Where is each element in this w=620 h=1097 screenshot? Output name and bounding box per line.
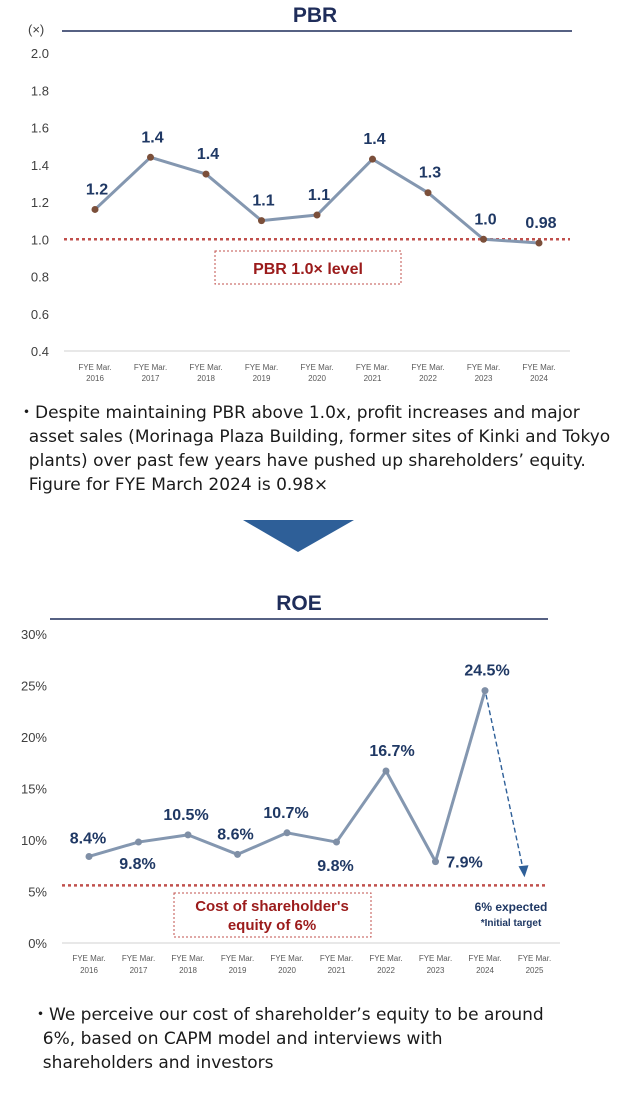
pbr-y-tick: 1.2 (31, 195, 49, 210)
roe-point (382, 767, 390, 775)
pbr-title: PBR (293, 4, 337, 27)
pbr-reference-box (214, 250, 402, 285)
roe-data-label: 10.7% (263, 805, 308, 822)
pbr-note-line-3: plants) over past few years have pushed … (18, 451, 586, 471)
roe-x-tick: FYE Mar. 2022 (369, 954, 402, 975)
roe-x-tick: FYE Mar. 2017 (122, 954, 155, 975)
roe-data-label: 8.6% (217, 826, 253, 843)
roe-title: ROE (276, 592, 322, 615)
pbr-y-tick: 0.4 (31, 344, 49, 359)
pbr-data-label: 0.98 (525, 215, 556, 232)
roe-x-tick: FYE Mar. 2020 (270, 954, 303, 975)
pbr-y-tick: 2.0 (31, 46, 49, 61)
pbr-reference-label: PBR 1.0× level (253, 261, 363, 278)
roe-y-tick: 15% (21, 782, 47, 797)
pbr-y-tick: 1.8 (31, 83, 49, 98)
pbr-y-tick: 1.0 (31, 232, 49, 247)
pbr-point (480, 235, 487, 243)
pbr-point (147, 153, 154, 161)
roe-projection-label: 6% expected (475, 900, 548, 914)
roe-data-label: 24.5% (464, 663, 509, 680)
roe-point (85, 852, 93, 860)
roe-y-tick: 25% (21, 679, 47, 694)
roe-y-tick: 0% (28, 936, 47, 951)
pbr-data-label: 1.3 (419, 165, 441, 182)
roe-y-tick: 30% (21, 627, 47, 642)
roe-data-label: 9.8% (317, 858, 353, 875)
pbr-note-line-1: ・Despite maintaining PBR above 1.0x, pro… (18, 403, 580, 423)
roe-data-label: 7.9% (446, 855, 482, 872)
roe-reference-label: Cost of shareholder's equity of 6% (195, 898, 349, 934)
roe-y-tick: 10% (21, 833, 47, 848)
roe-data-label: 9.8% (119, 856, 155, 873)
pbr-x-tick: FYE Mar. 2020 (300, 363, 333, 383)
pbr-x-tick: FYE Mar. 2021 (356, 363, 389, 383)
roe-projection-sublabel: *Initial target (481, 918, 542, 929)
roe-y-tick: 5% (28, 885, 47, 900)
roe-x-tick: FYE Mar. 2025 (518, 954, 551, 975)
roe-data-label: 16.7% (369, 743, 414, 760)
pbr-point (202, 170, 210, 178)
roe-projection-line (485, 694, 525, 872)
pbr-x-tick: FYE Mar. 2017 (134, 363, 167, 383)
pbr-x-tick: FYE Mar. 2024 (522, 363, 555, 383)
roe-x-tick: FYE Mar. 2016 (72, 954, 105, 975)
pbr-point (91, 205, 99, 213)
down-arrow-icon (243, 520, 354, 552)
roe-point (432, 858, 439, 866)
pbr-y-tick: 1.6 (31, 121, 49, 136)
pbr-x-tick: FYE Mar. 2019 (245, 363, 278, 383)
pbr-data-label: 1.1 (308, 187, 330, 204)
roe-x-tick: FYE Mar. 2024 (468, 954, 501, 975)
pbr-x-tick: FYE Mar. 2022 (411, 363, 444, 383)
pbr-note: ・Despite maintaining PBR above 1.0x, pro… (18, 401, 618, 497)
pbr-y-tick: 0.8 (31, 270, 49, 285)
pbr-note-line-4: Figure for FYE March 2024 is 0.98× (18, 475, 329, 495)
roe-reference-box (173, 892, 372, 938)
roe-data-label: 8.4% (70, 830, 106, 847)
roe-data-label: 10.5% (163, 807, 208, 824)
pbr-data-label: 1.4 (197, 146, 219, 163)
roe-y-tick: 20% (21, 730, 47, 745)
roe-point (333, 838, 340, 846)
pbr-y-tick: 0.6 (31, 307, 49, 322)
pbr-point (313, 211, 321, 219)
roe-note: ・We perceive our cost of shareholder’s e… (32, 1003, 592, 1075)
pbr-point (535, 239, 543, 247)
roe-point (135, 838, 142, 846)
roe-note-line-3: shareholders and investors (32, 1053, 274, 1073)
roe-x-tick: FYE Mar. 2018 (171, 954, 204, 975)
pbr-data-label: 1.4 (363, 131, 385, 148)
pbr-y-unit: (×) (28, 22, 44, 37)
pbr-point (258, 217, 265, 225)
roe-x-tick: FYE Mar. 2019 (221, 954, 254, 975)
roe-point (184, 831, 192, 839)
pbr-data-label: 1.2 (86, 181, 108, 198)
roe-point (481, 687, 489, 695)
roe-x-tick: FYE Mar. 2023 (419, 954, 452, 975)
roe-point (234, 850, 241, 858)
pbr-point (424, 189, 432, 197)
pbr-x-tick: FYE Mar. 2018 (189, 363, 222, 383)
pbr-data-label: 1.4 (141, 129, 163, 146)
pbr-x-tick: FYE Mar. 2023 (467, 363, 500, 383)
roe-note-line-2: 6%, based on CAPM model and interviews w… (32, 1029, 443, 1049)
pbr-x-tick: FYE Mar. 2016 (78, 363, 111, 383)
pbr-data-label: 1.0 (474, 211, 496, 228)
pbr-note-line-2: asset sales (Morinaga Plaza Building, fo… (18, 427, 611, 447)
roe-note-line-1: ・We perceive our cost of shareholder’s e… (32, 1005, 544, 1025)
roe-x-tick: FYE Mar. 2021 (320, 954, 353, 975)
pbr-point (369, 155, 376, 163)
pbr-y-tick: 1.4 (31, 158, 49, 173)
roe-point (283, 829, 291, 837)
roe-projection-arrowhead-icon (518, 865, 529, 878)
pbr-data-label: 1.1 (252, 193, 274, 210)
